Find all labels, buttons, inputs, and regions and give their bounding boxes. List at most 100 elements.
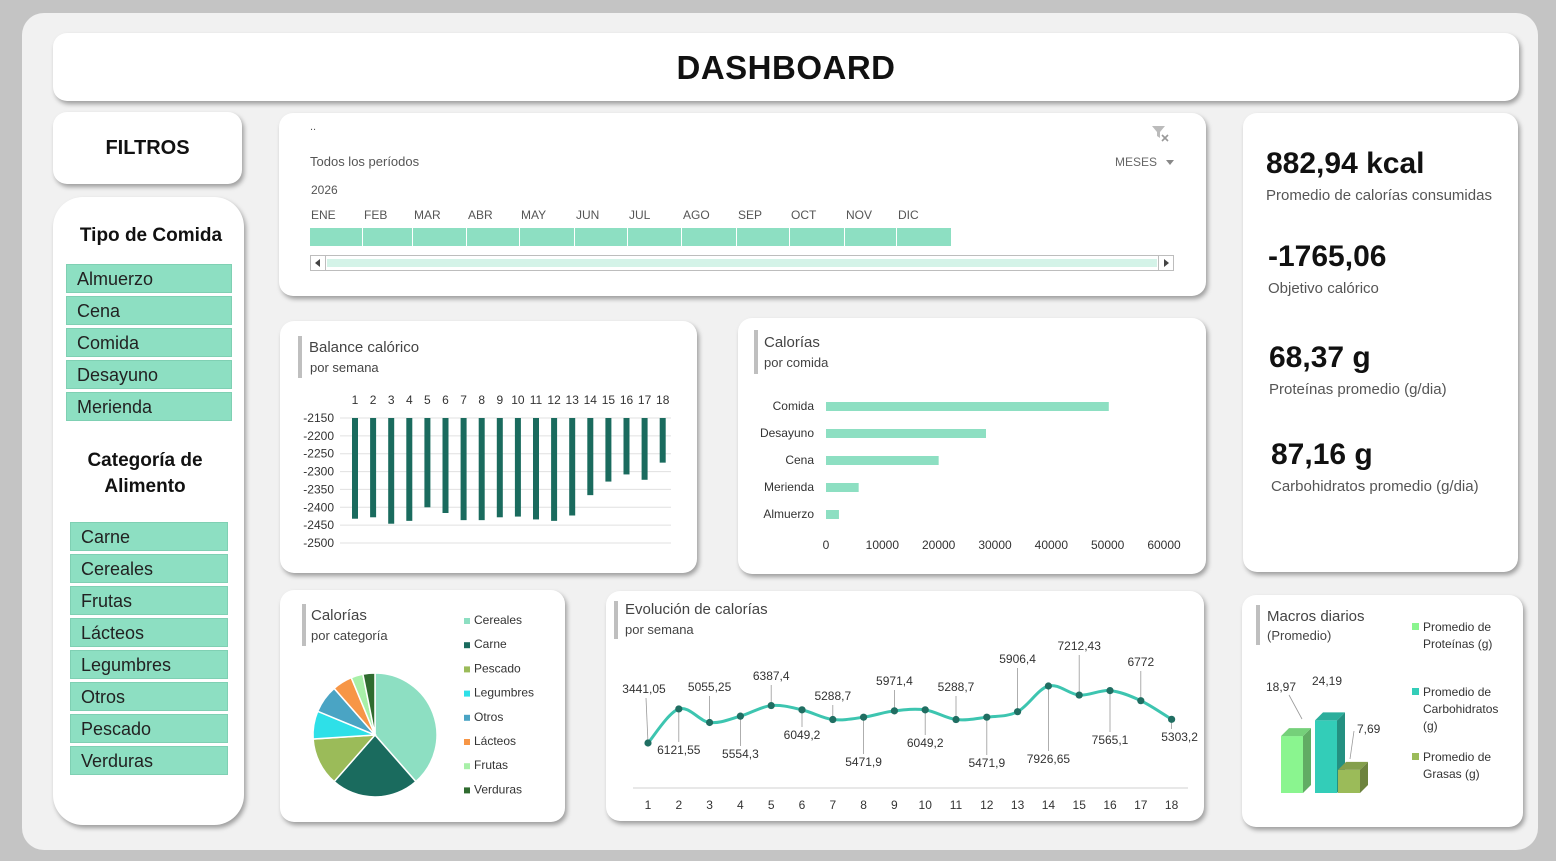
x-tick-label: 11 [950, 798, 963, 812]
slicer-item-merienda[interactable]: Merienda [66, 392, 232, 421]
timeline-month-feb[interactable] [363, 228, 412, 246]
timeline-level-dropdown[interactable]: MESES [1115, 155, 1175, 169]
macro-bar-front [1281, 736, 1303, 793]
slicer-item-comida[interactable]: Comida [66, 328, 232, 357]
macro-data-label: 24,19 [1312, 674, 1342, 688]
legend-swatch [464, 642, 470, 649]
timeline-month-jun[interactable] [575, 228, 627, 246]
timeline-month-label: OCT [791, 208, 817, 222]
slicer-item-frutas[interactable]: Frutas [70, 586, 228, 615]
slicer-item-desayuno[interactable]: Desayuno [66, 360, 232, 389]
line-marker [675, 705, 683, 713]
line-marker [890, 707, 898, 715]
category-chart-title: Calorías [311, 607, 367, 624]
scroll-right-icon[interactable] [1158, 256, 1173, 270]
kpi-avg-calories-label: Promedio de calorías consumidas [1266, 187, 1492, 204]
legend-label: Verduras [474, 782, 522, 796]
y-tick-label: -2250 [303, 447, 334, 461]
timeline-month-nov[interactable] [845, 228, 896, 246]
slicer-meal-title: Tipo de Comida [79, 225, 223, 246]
legend-label: Otros [474, 710, 503, 724]
line-marker [983, 713, 991, 721]
macro-bar-side [1360, 761, 1368, 793]
kpi-carbs-label: Carbohidratos promedio (g/dia) [1271, 478, 1479, 495]
legend-label: Promedio de [1423, 620, 1491, 634]
timeline-scroll-thumb[interactable] [327, 259, 1157, 267]
data-label: 5303,2 [1161, 730, 1198, 744]
y-tick-label: -2450 [303, 518, 334, 532]
balance-bar [370, 418, 377, 518]
macros-chart-subtitle: (Promedio) [1267, 628, 1332, 643]
category-chart: Cereales Carne Pescado Legumbres Otros Lácteo… [312, 613, 534, 798]
timeline-month-abr[interactable] [467, 228, 519, 246]
x-tick-label: 2 [370, 393, 377, 407]
line-marker [952, 715, 960, 724]
y-tick-label: -2300 [303, 465, 334, 479]
timeline-scrollbar[interactable] [310, 255, 1174, 271]
slicers-panel: Tipo de Comida Almuerzo Cena Comida Desayun… [53, 197, 244, 825]
x-tick-label: 18 [1165, 798, 1179, 812]
y-tick-label: -2400 [303, 500, 334, 514]
data-label-leader [645, 697, 649, 744]
slicer-item-almuerzo[interactable]: Almuerzo [66, 264, 232, 293]
balance-bar [587, 418, 594, 496]
line-marker [706, 718, 714, 727]
x-tick-label: 17 [1134, 798, 1148, 812]
timeline-month-dic[interactable] [897, 228, 951, 246]
macros-chart-card: Macros diarios (Promedio) 18,97 24,19 7,69… [1242, 595, 1523, 827]
data-label: 5906,4 [999, 652, 1036, 666]
line-marker [1137, 697, 1145, 705]
macros-chart: 18,97 24,19 7,69 Promedio de Proteínas (g) Pr… [1266, 620, 1498, 793]
data-label: 6049,2 [907, 736, 944, 750]
legend-swatch [464, 690, 470, 697]
timeline-month-jul[interactable] [628, 228, 681, 246]
scroll-left-icon[interactable] [311, 256, 326, 270]
data-label: 5554,3 [722, 747, 759, 761]
x-tick-label: 7 [460, 393, 467, 407]
legend-label: Grasas (g) [1423, 767, 1480, 781]
timeline-month-ago[interactable] [682, 228, 736, 246]
timeline-month-mar[interactable] [413, 228, 466, 246]
timeline-month-may[interactable] [520, 228, 574, 246]
timeline-month-sep[interactable] [737, 228, 789, 246]
data-label: 6387,4 [753, 669, 790, 683]
y-category-label: Desayuno [760, 426, 814, 440]
slicer-item-cena[interactable]: Cena [66, 296, 232, 325]
data-label: 5971,4 [876, 674, 913, 688]
slicer-item-verduras[interactable]: Verduras [70, 746, 228, 775]
legend-swatch [464, 666, 470, 673]
line-marker [736, 712, 744, 720]
balance-bar [514, 418, 521, 517]
timeline-month-label: JUL [629, 208, 651, 222]
slicer-item-carne[interactable]: Carne [70, 522, 228, 551]
balance-bar [641, 418, 648, 480]
x-tick-label: 40000 [1035, 538, 1069, 552]
meal-chart-subtitle: por comida [764, 355, 829, 370]
slicer-item-legumbres[interactable]: Legumbres [70, 650, 228, 679]
x-tick-label: 12 [980, 798, 994, 812]
slicer-category-title-1: Categoría de [87, 450, 203, 471]
data-label: 6049,2 [784, 728, 821, 742]
slicer-item-cereales[interactable]: Cereales [70, 554, 228, 583]
data-label-leader [1349, 730, 1355, 760]
filters-title: FILTROS [105, 137, 190, 159]
legend-swatch [464, 787, 470, 794]
balance-chart: -2150 -2200 -2250 -2300 -2350 -2400 -2450 -2500… [303, 393, 671, 550]
meal-chart-card: Calorías por comida 0 10000 20000 30000 4000… [738, 318, 1206, 574]
filters-card: FILTROS [53, 112, 242, 184]
clear-filter-icon[interactable] [1149, 123, 1171, 145]
timeline-month-ene[interactable] [310, 228, 362, 246]
balance-bar [424, 418, 431, 508]
slicer-item-otros[interactable]: Otros [70, 682, 228, 711]
x-tick-label: 60000 [1147, 538, 1181, 552]
y-category-label: Comida [773, 399, 815, 413]
slicer-item-pescado[interactable]: Pescado [70, 714, 228, 743]
kpi-calorie-goal-label: Objetivo calórico [1268, 280, 1379, 297]
category-chart-subtitle: por categoría [311, 628, 388, 643]
meal-bar [826, 483, 859, 492]
timeline-month-oct[interactable] [790, 228, 844, 246]
balance-bar [478, 418, 485, 521]
meal-chart-title: Calorías [764, 334, 820, 351]
slicer-item-lacteos[interactable]: Lácteos [70, 618, 228, 647]
y-tick-label: -2500 [303, 536, 334, 550]
